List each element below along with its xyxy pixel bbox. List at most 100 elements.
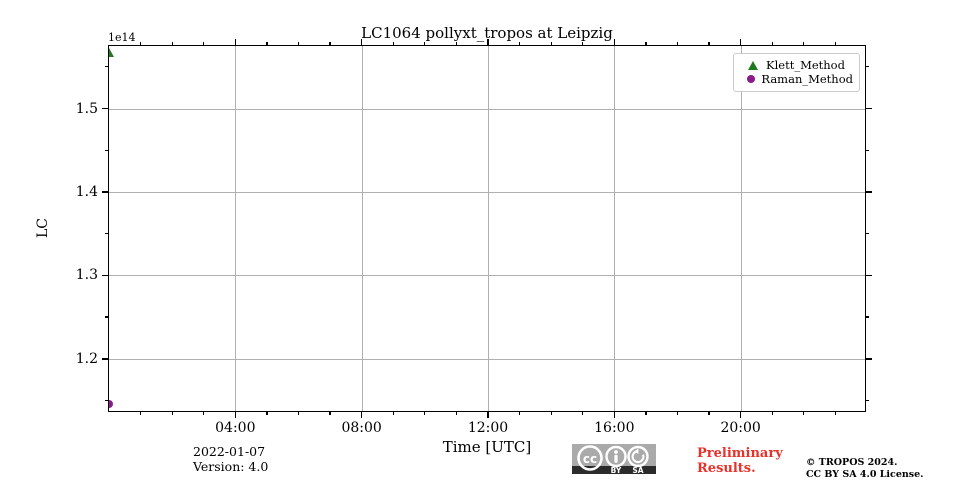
x-tick-minor bbox=[424, 411, 426, 415]
license-line: CC BY SA 4.0 License. bbox=[806, 468, 924, 480]
x-tick-minor bbox=[297, 411, 300, 415]
x-tick-label: 08:00 bbox=[341, 420, 382, 436]
cc-by-sa-badge: cc BY SA bbox=[572, 444, 656, 475]
x-tick-minor-top bbox=[771, 42, 773, 46]
y-tick-major bbox=[102, 357, 109, 360]
y-tick-minor-right bbox=[865, 66, 869, 68]
x-tick-minor bbox=[771, 411, 773, 415]
x-tick-minor bbox=[708, 411, 710, 415]
y-tick-major-right bbox=[865, 357, 872, 360]
plot-area: 1.2 1.3 1.4 1.5 04:00 08:00 12:00 16:00 20:00 bbox=[76, 39, 872, 436]
x-tick-minor-top bbox=[455, 42, 458, 46]
x-tick-major bbox=[360, 411, 363, 418]
x-tick-major bbox=[613, 411, 616, 418]
x-tick-major-top bbox=[234, 39, 237, 46]
x-tick-minor-top bbox=[550, 42, 552, 46]
x-tick-minor bbox=[455, 411, 458, 415]
gridline-vertical bbox=[361, 46, 363, 411]
x-tick-minor bbox=[266, 411, 268, 415]
x-tick-major-top bbox=[739, 39, 742, 46]
y-tick-label: 1.5 bbox=[75, 100, 98, 117]
x-tick-minor bbox=[392, 411, 394, 415]
x-tick-major-top bbox=[360, 39, 363, 46]
y-axis-label: LC bbox=[35, 217, 51, 239]
x-tick-label: 12:00 bbox=[467, 420, 509, 436]
x-tick-minor-top bbox=[171, 42, 173, 46]
gridline-vertical bbox=[614, 46, 616, 411]
y-tick-major-right bbox=[865, 107, 872, 110]
y-tick-label: 1.3 bbox=[75, 267, 98, 284]
x-tick-major-top bbox=[613, 39, 616, 46]
y-tick-major bbox=[102, 274, 109, 277]
y-tick-minor bbox=[105, 66, 109, 68]
x-tick-minor-top bbox=[139, 42, 142, 46]
x-tick-minor-top bbox=[676, 42, 679, 46]
x-tick-minor-top bbox=[424, 42, 426, 46]
data-point-klett-method bbox=[109, 48, 114, 58]
x-tick-major-top bbox=[487, 39, 489, 46]
x-tick-label: 20:00 bbox=[720, 420, 761, 436]
x-tick-label: 16:00 bbox=[594, 420, 635, 436]
legend-label-raman: Raman_Method bbox=[761, 72, 853, 86]
data-point-raman-method bbox=[109, 399, 113, 408]
y-tick-minor-right bbox=[865, 233, 869, 235]
y-tick-minor-right bbox=[865, 316, 869, 318]
x-tick-major bbox=[234, 411, 237, 418]
measurement-date: 2022-01-07 bbox=[193, 444, 266, 459]
x-tick-minor bbox=[550, 411, 552, 415]
version-text: Version: 4.0 bbox=[193, 459, 269, 474]
x-tick-minor-top bbox=[708, 42, 710, 46]
gridline-horizontal bbox=[109, 275, 865, 277]
preliminary-line-2: Results. bbox=[697, 461, 756, 476]
y-tick-minor bbox=[105, 399, 109, 402]
x-tick-minor bbox=[139, 411, 142, 415]
y-tick-minor bbox=[105, 149, 109, 151]
gridline-vertical bbox=[740, 46, 742, 411]
gridline-vertical bbox=[488, 46, 489, 411]
footer-date-block: 2022-01-07 Version: 4.0 bbox=[193, 444, 268, 474]
x-tick-minor bbox=[645, 411, 647, 415]
x-tick-minor-top bbox=[645, 42, 647, 46]
y-tick-minor bbox=[105, 233, 109, 235]
triangle-icon bbox=[740, 60, 766, 70]
data-markers-layer bbox=[109, 46, 865, 411]
x-tick-minor-top bbox=[582, 42, 584, 46]
x-tick-major bbox=[487, 411, 489, 418]
x-tick-minor bbox=[582, 411, 584, 415]
legend-item-raman[interactable]: Raman_Method bbox=[740, 72, 853, 86]
copyright-block: © TROPOS 2024. CC BY SA 4.0 License. bbox=[806, 457, 923, 480]
x-tick-major bbox=[739, 411, 742, 418]
cc-by-text: BY bbox=[611, 466, 622, 474]
y-axis-exponent-label: 1e14 bbox=[108, 31, 136, 44]
gridline-horizontal bbox=[109, 108, 865, 110]
x-tick-minor-top bbox=[203, 42, 205, 46]
x-tick-minor-top bbox=[803, 42, 805, 46]
x-tick-minor-top bbox=[518, 42, 521, 46]
x-tick-minor-top bbox=[297, 42, 300, 46]
y-tick-minor-right bbox=[865, 399, 869, 402]
gridline-horizontal bbox=[109, 358, 865, 360]
x-tick-minor bbox=[171, 411, 173, 415]
cc-sa-text: SA bbox=[632, 466, 643, 474]
x-tick-minor-top bbox=[392, 42, 394, 46]
preliminary-results-notice: Preliminary Results. bbox=[697, 446, 783, 476]
x-tick-minor-top bbox=[266, 42, 268, 46]
x-axis-label: Time [UTC] bbox=[442, 438, 532, 456]
x-tick-label: 04:00 bbox=[215, 420, 256, 436]
chart-legend[interactable]: Klett_Method Raman_Method bbox=[733, 53, 860, 92]
x-tick-minor bbox=[676, 411, 679, 415]
y-tick-major-right bbox=[865, 274, 872, 277]
y-tick-label: 1.4 bbox=[75, 183, 98, 200]
y-tick-minor-right bbox=[865, 149, 869, 151]
circle-icon bbox=[740, 75, 761, 83]
x-tick-minor bbox=[329, 411, 331, 415]
y-tick-label: 1.2 bbox=[75, 350, 98, 367]
y-tick-major bbox=[102, 191, 109, 193]
x-tick-minor bbox=[834, 411, 837, 415]
x-tick-minor bbox=[803, 411, 805, 415]
y-tick-major bbox=[102, 107, 109, 110]
gridline-horizontal bbox=[109, 191, 865, 193]
x-tick-minor-top bbox=[834, 42, 837, 46]
legend-item-klett[interactable]: Klett_Method bbox=[740, 58, 853, 72]
